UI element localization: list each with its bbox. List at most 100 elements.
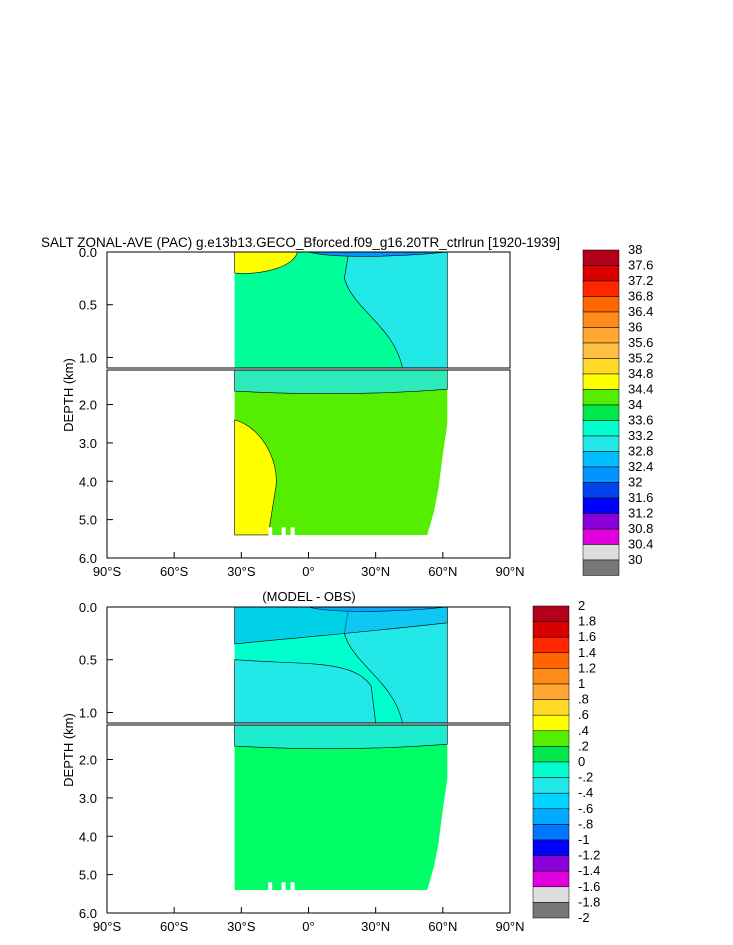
colorbar-label: .6 — [578, 707, 589, 722]
colorbar-swatch — [582, 528, 620, 545]
surface-blue-fill — [308, 251, 448, 257]
x-tick-label: 60°N — [428, 564, 457, 579]
x-tick-label: 30°S — [227, 919, 256, 934]
colorbar-label: 37.2 — [628, 273, 653, 288]
x-tick-label: 90°S — [93, 564, 122, 579]
colorbar-swatch — [532, 761, 570, 778]
y-tick-label: 2.0 — [79, 398, 97, 413]
x-tick-label: 30°N — [361, 919, 390, 934]
colorbar-swatch — [582, 482, 620, 499]
colorbar-swatch — [582, 311, 620, 328]
y-tick-label: 1.0 — [79, 350, 97, 365]
colorbar-label: -1.6 — [578, 879, 600, 894]
colorbar-swatch — [532, 870, 570, 888]
surface-blue-fill — [308, 606, 448, 612]
colorbar-label: .8 — [578, 692, 589, 707]
colorbar-label: 1.8 — [578, 614, 596, 629]
colorbar-swatch — [582, 497, 620, 514]
y-tick-label: 6.0 — [79, 551, 97, 566]
colorbar-label: 33.6 — [628, 413, 653, 428]
colorbar-label: -.4 — [578, 785, 593, 800]
colorbar-label: 32.8 — [628, 444, 653, 459]
colorbar-swatch — [582, 513, 620, 530]
colorbar-label: 1.2 — [578, 660, 596, 675]
colorbar-label: 30.8 — [628, 521, 653, 536]
y-tick-label: 0.0 — [79, 600, 97, 615]
colorbar-swatch — [532, 886, 570, 903]
y-tick-label: 0.0 — [79, 245, 97, 260]
colorbar-swatch — [582, 389, 620, 406]
deep-ocean-fill — [234, 370, 448, 535]
x-tick-label: 90°N — [495, 919, 524, 934]
colorbar-swatch — [532, 605, 570, 622]
x-tick-label: 60°S — [160, 564, 189, 579]
colorbar-label: .2 — [578, 738, 589, 753]
x-tick-label: 0° — [302, 564, 314, 579]
colorbar-swatch — [532, 746, 570, 763]
colorbar-swatch — [532, 683, 570, 700]
colorbar-label: 36.8 — [628, 289, 653, 304]
diff-panel-title: (MODEL - OBS) — [262, 589, 355, 604]
colorbar-swatch — [582, 559, 620, 576]
colorbar-label: -.2 — [578, 770, 593, 785]
upper-frame — [106, 606, 511, 724]
deep-contour-band — [234, 724, 448, 750]
colorbar-label: 35.6 — [628, 335, 653, 350]
y-tick-label: 4.0 — [79, 474, 97, 489]
colorbar-swatch — [532, 855, 570, 872]
x-tick-label: 30°S — [227, 564, 256, 579]
bottom-notch — [290, 882, 295, 890]
y-tick-label: 5.0 — [79, 513, 97, 528]
upper-frame — [106, 251, 511, 369]
colorbar-label: -1.2 — [578, 848, 600, 863]
colorbar-label: -1 — [578, 832, 590, 847]
colorbar-swatch — [532, 808, 570, 825]
bottom-notch — [290, 527, 295, 535]
colorbar-label: 2 — [578, 598, 585, 613]
colorbar-swatch — [582, 280, 620, 297]
x-tick-label: 90°S — [93, 919, 122, 934]
x-tick-label: 90°N — [495, 564, 524, 579]
colorbar-label: -.8 — [578, 816, 593, 831]
deep-contour-band — [234, 369, 448, 395]
colorbar-swatch — [582, 358, 620, 375]
upper-negative-band — [234, 606, 448, 645]
colorbar-label: -2 — [578, 910, 590, 925]
colorbar-label: 31.2 — [628, 506, 653, 521]
colorbar-swatch — [582, 296, 620, 313]
colorbar-swatch — [582, 435, 620, 452]
colorbar-swatch — [532, 824, 570, 841]
colorbar-label: 37.6 — [628, 258, 653, 273]
y-tick-label: 2.0 — [79, 753, 97, 768]
colorbar-swatch — [582, 342, 620, 359]
y-tick-label: 3.0 — [79, 436, 97, 451]
colorbar-swatch — [582, 451, 620, 468]
deep-ocean-fill — [234, 725, 448, 890]
colorbar-swatch — [532, 730, 570, 747]
colorbar-swatch — [532, 636, 570, 654]
difference-panel: 0.0 0.5 1.0 2.0 3.0 4.0 5.0 6.0 DEPTH (km) 90°S 60… — [61, 600, 525, 934]
colorbar-label: 30.4 — [628, 537, 653, 552]
x-tick-label: 60°N — [428, 919, 457, 934]
salinity-colorbar: 3837.637.236.836.43635.635.234.834.43433… — [582, 242, 653, 576]
colorbar-label: 31.6 — [628, 490, 653, 505]
y-axis-label: DEPTH (km) — [61, 358, 76, 432]
y-tick-label: 5.0 — [79, 868, 97, 883]
surface-patch — [234, 251, 298, 274]
colorbar-swatch — [532, 714, 570, 732]
y-tick-label: 6.0 — [79, 906, 97, 921]
colorbar-swatch — [582, 249, 620, 266]
colorbar-label: 1.4 — [578, 645, 596, 660]
colorbar-label: 38 — [628, 242, 642, 257]
bottom-notch — [281, 882, 286, 890]
x-tick-label: 0° — [302, 919, 314, 934]
colorbar-label: 36 — [628, 320, 642, 335]
colorbar-swatch — [532, 652, 570, 669]
south-deep-patch — [234, 419, 277, 536]
colorbar-label: 32.4 — [628, 459, 653, 474]
colorbar-label: -1.4 — [578, 863, 600, 878]
bottom-notch — [268, 527, 273, 535]
colorbar-swatch — [582, 265, 620, 282]
colorbar-swatch — [532, 699, 570, 716]
colorbar-label: .4 — [578, 723, 589, 738]
